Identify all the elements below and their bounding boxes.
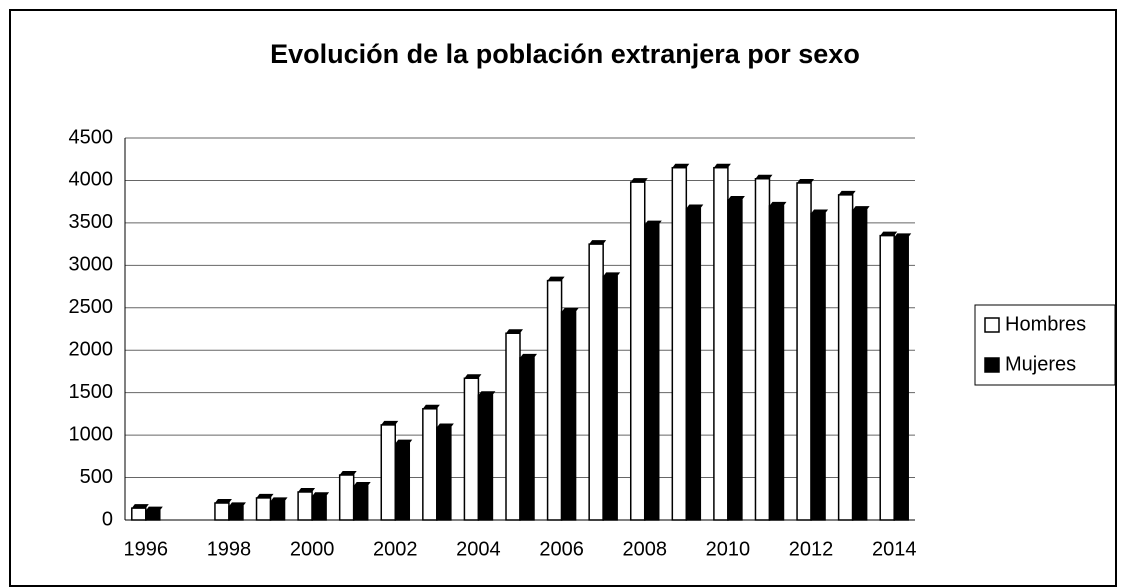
bar-top <box>755 174 773 179</box>
y-tick-label: 4000 <box>69 169 114 191</box>
bar <box>643 223 660 521</box>
x-tick-label: 2010 <box>706 538 751 560</box>
bar <box>214 502 230 521</box>
bar-top <box>852 206 870 211</box>
y-tick-label: 500 <box>80 466 113 488</box>
bar-top <box>270 497 288 502</box>
x-tick-label: 2006 <box>539 538 584 560</box>
bar-top <box>561 308 579 313</box>
bar <box>810 212 826 521</box>
bar-top <box>478 391 496 396</box>
bar <box>145 509 161 521</box>
y-tick-label: 4500 <box>69 126 114 148</box>
bar-top <box>797 178 815 183</box>
bar-top <box>464 374 482 379</box>
x-tick-label: 2008 <box>622 538 667 560</box>
bar-top <box>131 504 149 509</box>
legend-label: Hombres <box>1005 313 1086 335</box>
y-tick-label: 2000 <box>69 339 114 361</box>
bar <box>297 491 313 521</box>
bar <box>851 209 868 521</box>
bar <box>338 474 355 521</box>
bar <box>477 394 494 521</box>
y-tick-label: 2500 <box>69 296 114 318</box>
legend-label: Mujeres <box>1005 353 1076 375</box>
bar-top <box>256 493 274 498</box>
bar-top <box>145 506 163 511</box>
legend-swatch <box>984 317 1000 333</box>
bar <box>685 207 702 521</box>
bar <box>629 181 646 521</box>
bar <box>754 177 771 521</box>
bar <box>727 199 743 521</box>
bar-top <box>436 423 454 428</box>
bar-top <box>686 204 704 209</box>
bar-top <box>713 163 731 168</box>
bar-top <box>894 233 912 238</box>
bar-top <box>395 439 413 444</box>
bar-top <box>506 329 523 334</box>
y-tick-label: 1500 <box>69 381 114 403</box>
bar <box>713 166 729 521</box>
x-tick-label: 2004 <box>456 538 501 560</box>
bar-top <box>672 163 690 168</box>
bar <box>546 279 563 521</box>
bar <box>837 194 854 521</box>
bar-top <box>298 487 316 492</box>
bar <box>560 311 577 521</box>
x-tick-label: 1996 <box>124 538 169 560</box>
bar <box>588 243 604 521</box>
bar-top <box>727 195 745 200</box>
bar <box>255 497 272 521</box>
bar-top <box>520 353 537 358</box>
bar-top <box>630 178 648 183</box>
x-tick-label: 2012 <box>789 538 834 560</box>
bar-top <box>603 272 621 277</box>
bar-top <box>880 231 898 236</box>
bar <box>436 426 452 521</box>
bar-top <box>838 190 856 195</box>
bar-top <box>353 482 371 487</box>
bar-top <box>422 404 440 409</box>
chart-title: Evolución de la población extranjera por… <box>270 39 860 69</box>
bar <box>602 275 618 521</box>
bar-top <box>228 502 246 507</box>
x-tick-label: 2000 <box>290 538 335 560</box>
bar <box>311 495 327 521</box>
legend-swatch <box>984 357 1000 373</box>
bar <box>131 507 147 521</box>
x-tick-label: 2014 <box>872 538 917 560</box>
bar-top <box>811 209 829 214</box>
bar-top <box>381 420 399 425</box>
y-tick-label: 1000 <box>69 423 114 445</box>
bar-top <box>547 276 565 281</box>
bar <box>893 236 909 521</box>
bar-top <box>312 492 330 497</box>
bar <box>796 182 812 521</box>
bar <box>269 500 286 521</box>
bar <box>422 408 438 521</box>
bar <box>380 424 397 521</box>
bar <box>352 485 369 521</box>
bar <box>519 357 535 521</box>
bar <box>505 332 521 521</box>
bar <box>768 205 785 521</box>
bar-top <box>644 220 662 225</box>
bar-top <box>339 471 357 476</box>
bar <box>228 505 244 521</box>
bar <box>394 442 411 521</box>
bar <box>879 234 895 521</box>
bar-top <box>589 240 607 245</box>
bar <box>671 166 688 521</box>
x-tick-label: 1998 <box>207 538 252 560</box>
bar-top <box>769 201 787 206</box>
y-tick-label: 3000 <box>69 254 114 276</box>
bar <box>463 377 480 521</box>
y-tick-label: 3500 <box>69 211 114 233</box>
bar-top <box>214 499 232 504</box>
x-tick-label: 2002 <box>373 538 418 560</box>
y-tick-label: 0 <box>102 508 113 530</box>
